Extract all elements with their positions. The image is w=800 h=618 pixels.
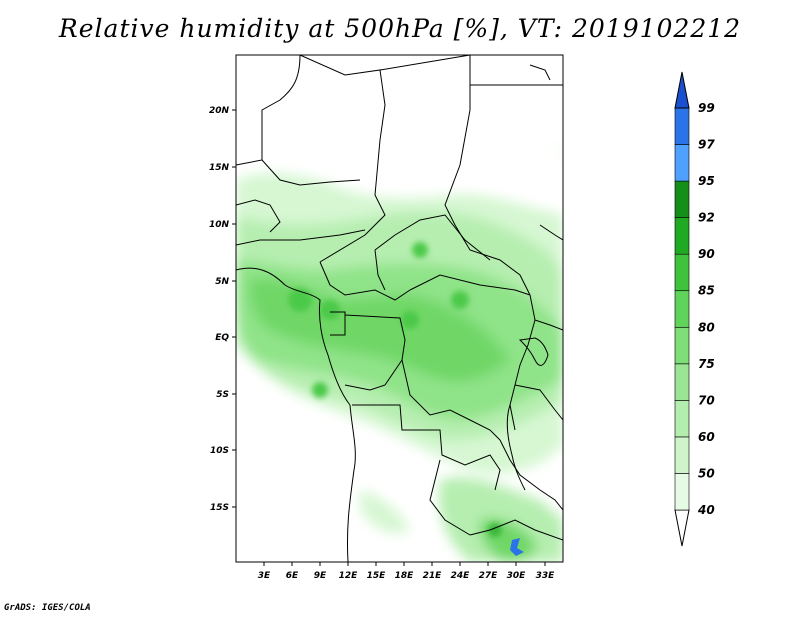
lat-label-15s: 15S xyxy=(210,503,229,513)
lat-label-10s: 10S xyxy=(210,446,229,456)
map-frame xyxy=(235,54,564,563)
lat-label-10n: 10N xyxy=(209,220,230,230)
colorbar-label: 70 xyxy=(698,393,715,407)
colorbar-swatch xyxy=(674,400,690,438)
colorbar-label: 92 xyxy=(698,211,715,225)
colorbar-swatch xyxy=(674,217,690,255)
high-humidity-patch xyxy=(510,538,524,556)
lat-label-15n: 15N xyxy=(209,163,230,173)
lon-label-21e: 21E xyxy=(423,571,443,581)
country-borders xyxy=(236,55,563,562)
colorbar: 40 50 60 70 75 80 85 90 92 95 97 99 xyxy=(674,71,715,547)
colorbar-label: 75 xyxy=(698,357,715,371)
colorbar-arrow-high xyxy=(674,71,690,109)
lon-label-3e: 3E xyxy=(258,571,271,581)
lon-label-6e: 6E xyxy=(286,571,299,581)
colorbar-label: 40 xyxy=(697,503,715,517)
lon-label-33e: 33E xyxy=(536,571,556,581)
colorbar-arrow-low xyxy=(674,509,690,547)
humidity-field xyxy=(236,55,563,562)
lon-axis: 3E 6E 9E 12E 15E 18E 21E 24E 27E 30E 33E xyxy=(258,562,555,581)
colorbar-swatch xyxy=(674,326,690,365)
lon-label-24e: 24E xyxy=(451,571,471,581)
lat-label-5s: 5S xyxy=(216,390,229,400)
colorbar-swatch xyxy=(674,144,690,182)
lat-label-5n: 5N xyxy=(215,277,229,287)
colorbar-label: 99 xyxy=(698,101,715,115)
colorbar-swatch xyxy=(674,107,690,145)
lat-axis: 20N 15N 10N 5N EQ 5S 10S 15S xyxy=(209,106,236,513)
map-title: Relative humidity at 500hPa [%], VT: 201… xyxy=(58,14,742,43)
colorbar-label: 85 xyxy=(698,284,715,298)
colorbar-label: 80 xyxy=(698,320,715,334)
lat-label-eq: EQ xyxy=(215,333,229,343)
lon-label-27e: 27E xyxy=(479,571,499,581)
colorbar-label: 50 xyxy=(698,466,715,480)
lon-label-30e: 30E xyxy=(507,571,527,581)
lat-label-20n: 20N xyxy=(209,106,230,116)
colorbar-swatch xyxy=(674,290,690,328)
colorbar-swatch xyxy=(674,363,690,401)
colorbar-swatch xyxy=(674,473,690,511)
colorbar-swatch xyxy=(674,253,690,292)
colorbar-label: 97 xyxy=(698,138,715,152)
lon-label-12e: 12E xyxy=(339,571,359,581)
colorbar-swatch xyxy=(674,180,690,218)
colorbar-label: 95 xyxy=(698,174,715,188)
lon-label-9e: 9E xyxy=(314,571,327,581)
colorbar-label: 60 xyxy=(698,430,715,444)
grads-credit: GrADS: IGES/COLA xyxy=(4,603,91,613)
lon-label-15e: 15E xyxy=(367,571,387,581)
colorbar-swatch xyxy=(674,436,690,474)
lon-label-18e: 18E xyxy=(395,571,415,581)
colorbar-label: 90 xyxy=(698,247,715,261)
